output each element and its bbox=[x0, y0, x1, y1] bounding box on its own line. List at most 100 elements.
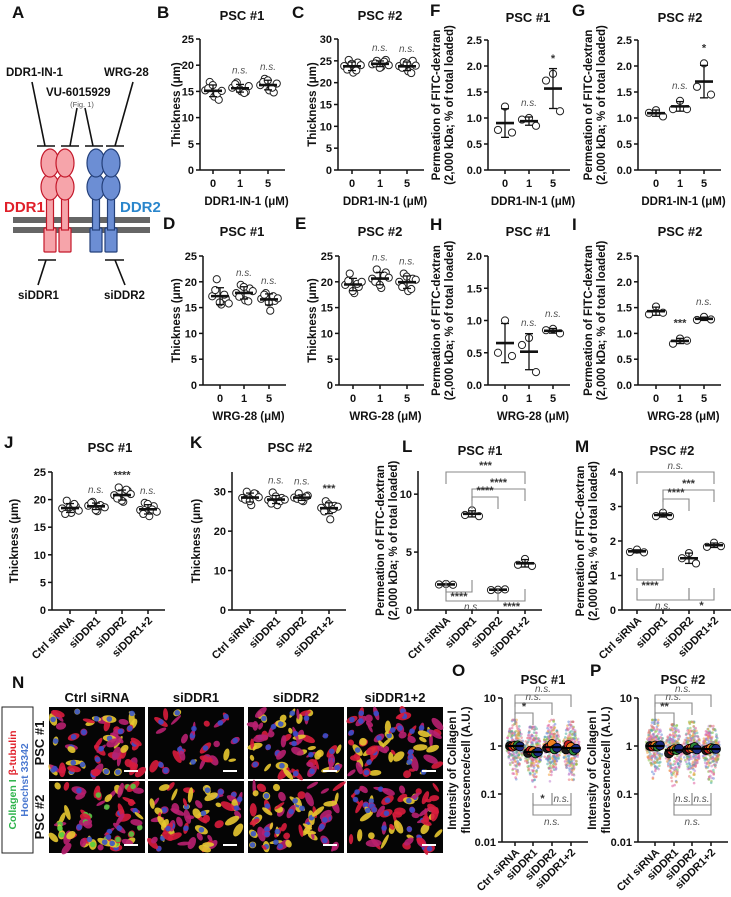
panel-n-microscopy: N Ctrl siRNA siDDR1 siDDR2 siDDR1+2 PSC … bbox=[1, 673, 444, 855]
y-tick-label: 0.01 bbox=[611, 837, 632, 849]
cell-point bbox=[532, 738, 535, 742]
cell-point bbox=[514, 764, 518, 767]
significance-bracket: ** bbox=[654, 701, 675, 725]
y-tick-label: 0 bbox=[220, 605, 226, 617]
cell-point bbox=[687, 761, 691, 765]
cell-point bbox=[690, 730, 694, 733]
cell-point bbox=[712, 740, 715, 744]
cell-point bbox=[543, 738, 546, 741]
cell-point bbox=[548, 764, 552, 768]
cell-point bbox=[563, 754, 567, 757]
panel-letter: M bbox=[575, 437, 589, 456]
cell-point bbox=[573, 739, 576, 743]
cell-point bbox=[528, 771, 532, 775]
cell-point bbox=[552, 720, 555, 723]
panel-h: H PSC #1 0.0 0.5 1.0 1.5 2.0 Permeation of FITC… bbox=[430, 215, 570, 423]
cell-point bbox=[649, 761, 652, 765]
chart-title: PSC #2 bbox=[358, 224, 403, 239]
cell-point bbox=[655, 727, 659, 731]
y-tick-label: 1.0 bbox=[617, 328, 632, 340]
cell-point bbox=[573, 758, 576, 762]
data-group bbox=[682, 720, 703, 785]
data-group bbox=[677, 548, 701, 568]
cell-point bbox=[710, 770, 714, 774]
cell-point bbox=[666, 763, 670, 766]
cell-point bbox=[525, 761, 529, 765]
x-category-label: 1 bbox=[377, 393, 383, 405]
data-group: n.s. bbox=[517, 318, 541, 377]
panel-letter: P bbox=[590, 661, 601, 680]
y-tick-label: 15 bbox=[182, 86, 194, 98]
data-point bbox=[266, 306, 275, 315]
cell-point bbox=[707, 731, 711, 735]
y-axis-label: Permeation of FITC-dextran bbox=[583, 30, 595, 181]
cell-point bbox=[516, 756, 520, 759]
x-axis-label: DDR1-IN-1 (μM) bbox=[343, 196, 428, 208]
significance-label: *** bbox=[674, 318, 688, 330]
micrograph-image bbox=[147, 781, 244, 853]
y-axis-label: fluorescence/cell (A.U.) bbox=[601, 706, 613, 833]
cell-point bbox=[664, 742, 668, 745]
row-label: PSC #2 bbox=[32, 795, 47, 840]
cell-point bbox=[514, 722, 518, 726]
inhibitor-label-vu-6015929: VU-6015929 bbox=[46, 87, 111, 99]
receptor-dimers bbox=[40, 148, 121, 253]
cell-point bbox=[686, 736, 690, 740]
y-tick-label: 0.5 bbox=[467, 139, 482, 151]
cell-point bbox=[657, 737, 660, 741]
data-group: n.s. bbox=[232, 268, 257, 306]
significance-label: n.s. bbox=[545, 309, 561, 320]
y-tick-label: 10 bbox=[214, 566, 226, 578]
cell-point bbox=[552, 734, 556, 738]
cell-point bbox=[534, 775, 538, 779]
cell-point bbox=[658, 728, 662, 732]
significance-label: n.s. bbox=[544, 817, 560, 828]
cell-point bbox=[567, 720, 570, 724]
cell-point bbox=[547, 754, 551, 758]
cell-point bbox=[650, 726, 654, 729]
data-group bbox=[523, 725, 544, 789]
data-point bbox=[555, 107, 565, 116]
cell-point bbox=[535, 727, 538, 731]
cell-point bbox=[711, 731, 714, 734]
panel-letter: G bbox=[572, 1, 585, 20]
cell-point bbox=[512, 756, 515, 760]
cell-point bbox=[557, 738, 561, 742]
cell-point bbox=[517, 731, 521, 735]
data-group bbox=[513, 554, 537, 571]
cell-point bbox=[572, 761, 576, 765]
y-tick-label: 10 bbox=[185, 328, 197, 340]
cell-point bbox=[647, 733, 650, 737]
cell-point bbox=[537, 765, 540, 768]
cell-point bbox=[713, 728, 717, 731]
data-point bbox=[61, 509, 70, 519]
cell-point bbox=[657, 718, 660, 722]
data-group: n.s. bbox=[228, 65, 253, 98]
significance-label: *** bbox=[323, 483, 337, 495]
ddr1-monomer bbox=[40, 148, 60, 253]
data-point bbox=[260, 290, 269, 299]
significance-label: n.s. bbox=[260, 62, 276, 73]
x-category-label: 1 bbox=[377, 178, 383, 190]
y-tick-label: 5 bbox=[326, 143, 332, 155]
significance-label: * bbox=[540, 793, 545, 805]
cell-point bbox=[550, 773, 553, 777]
significance-bracket: *** bbox=[445, 460, 526, 484]
x-category-label: 5 bbox=[550, 178, 556, 190]
y-tick-label: 0.5 bbox=[617, 354, 632, 366]
y-tick-label: 0 bbox=[191, 380, 197, 392]
cell-point bbox=[568, 767, 571, 770]
micrograph-image bbox=[48, 780, 145, 855]
y-tick-label: 0.0 bbox=[617, 165, 632, 177]
cell-point bbox=[715, 754, 719, 758]
panel-f: F PSC #1 0.0 0.5 1.0 1.5 2.0 2.5 Permeation of F… bbox=[430, 1, 575, 208]
x-axis-label: WRG-28 (μM) bbox=[349, 411, 421, 423]
cell-point bbox=[705, 737, 708, 741]
y-tick-label: 5 bbox=[188, 139, 194, 151]
y-axis-label: (2,000 kDa; % of total loaded) bbox=[588, 461, 600, 621]
significance-label: n.s. bbox=[464, 602, 480, 613]
cell-point bbox=[692, 725, 696, 728]
